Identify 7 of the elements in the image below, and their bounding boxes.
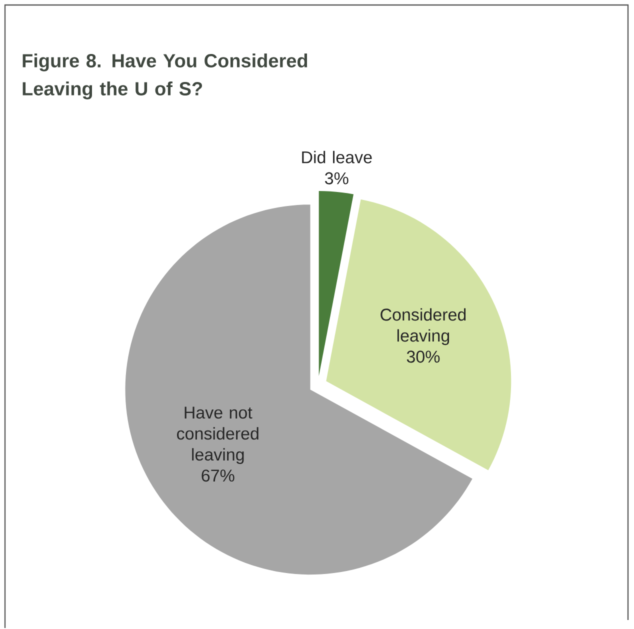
slice-label: Have not considered leaving (177, 406, 258, 464)
data-label: 67% (202, 470, 234, 482)
data-label: 3% (324, 172, 348, 185)
slice-label: Did leave (302, 151, 372, 164)
chart-title: Figure 8. Have You Considered Leaving the U of S? (22, 54, 308, 100)
slice-label: Considered leaving (380, 308, 466, 346)
data-label: 30% (406, 350, 440, 363)
